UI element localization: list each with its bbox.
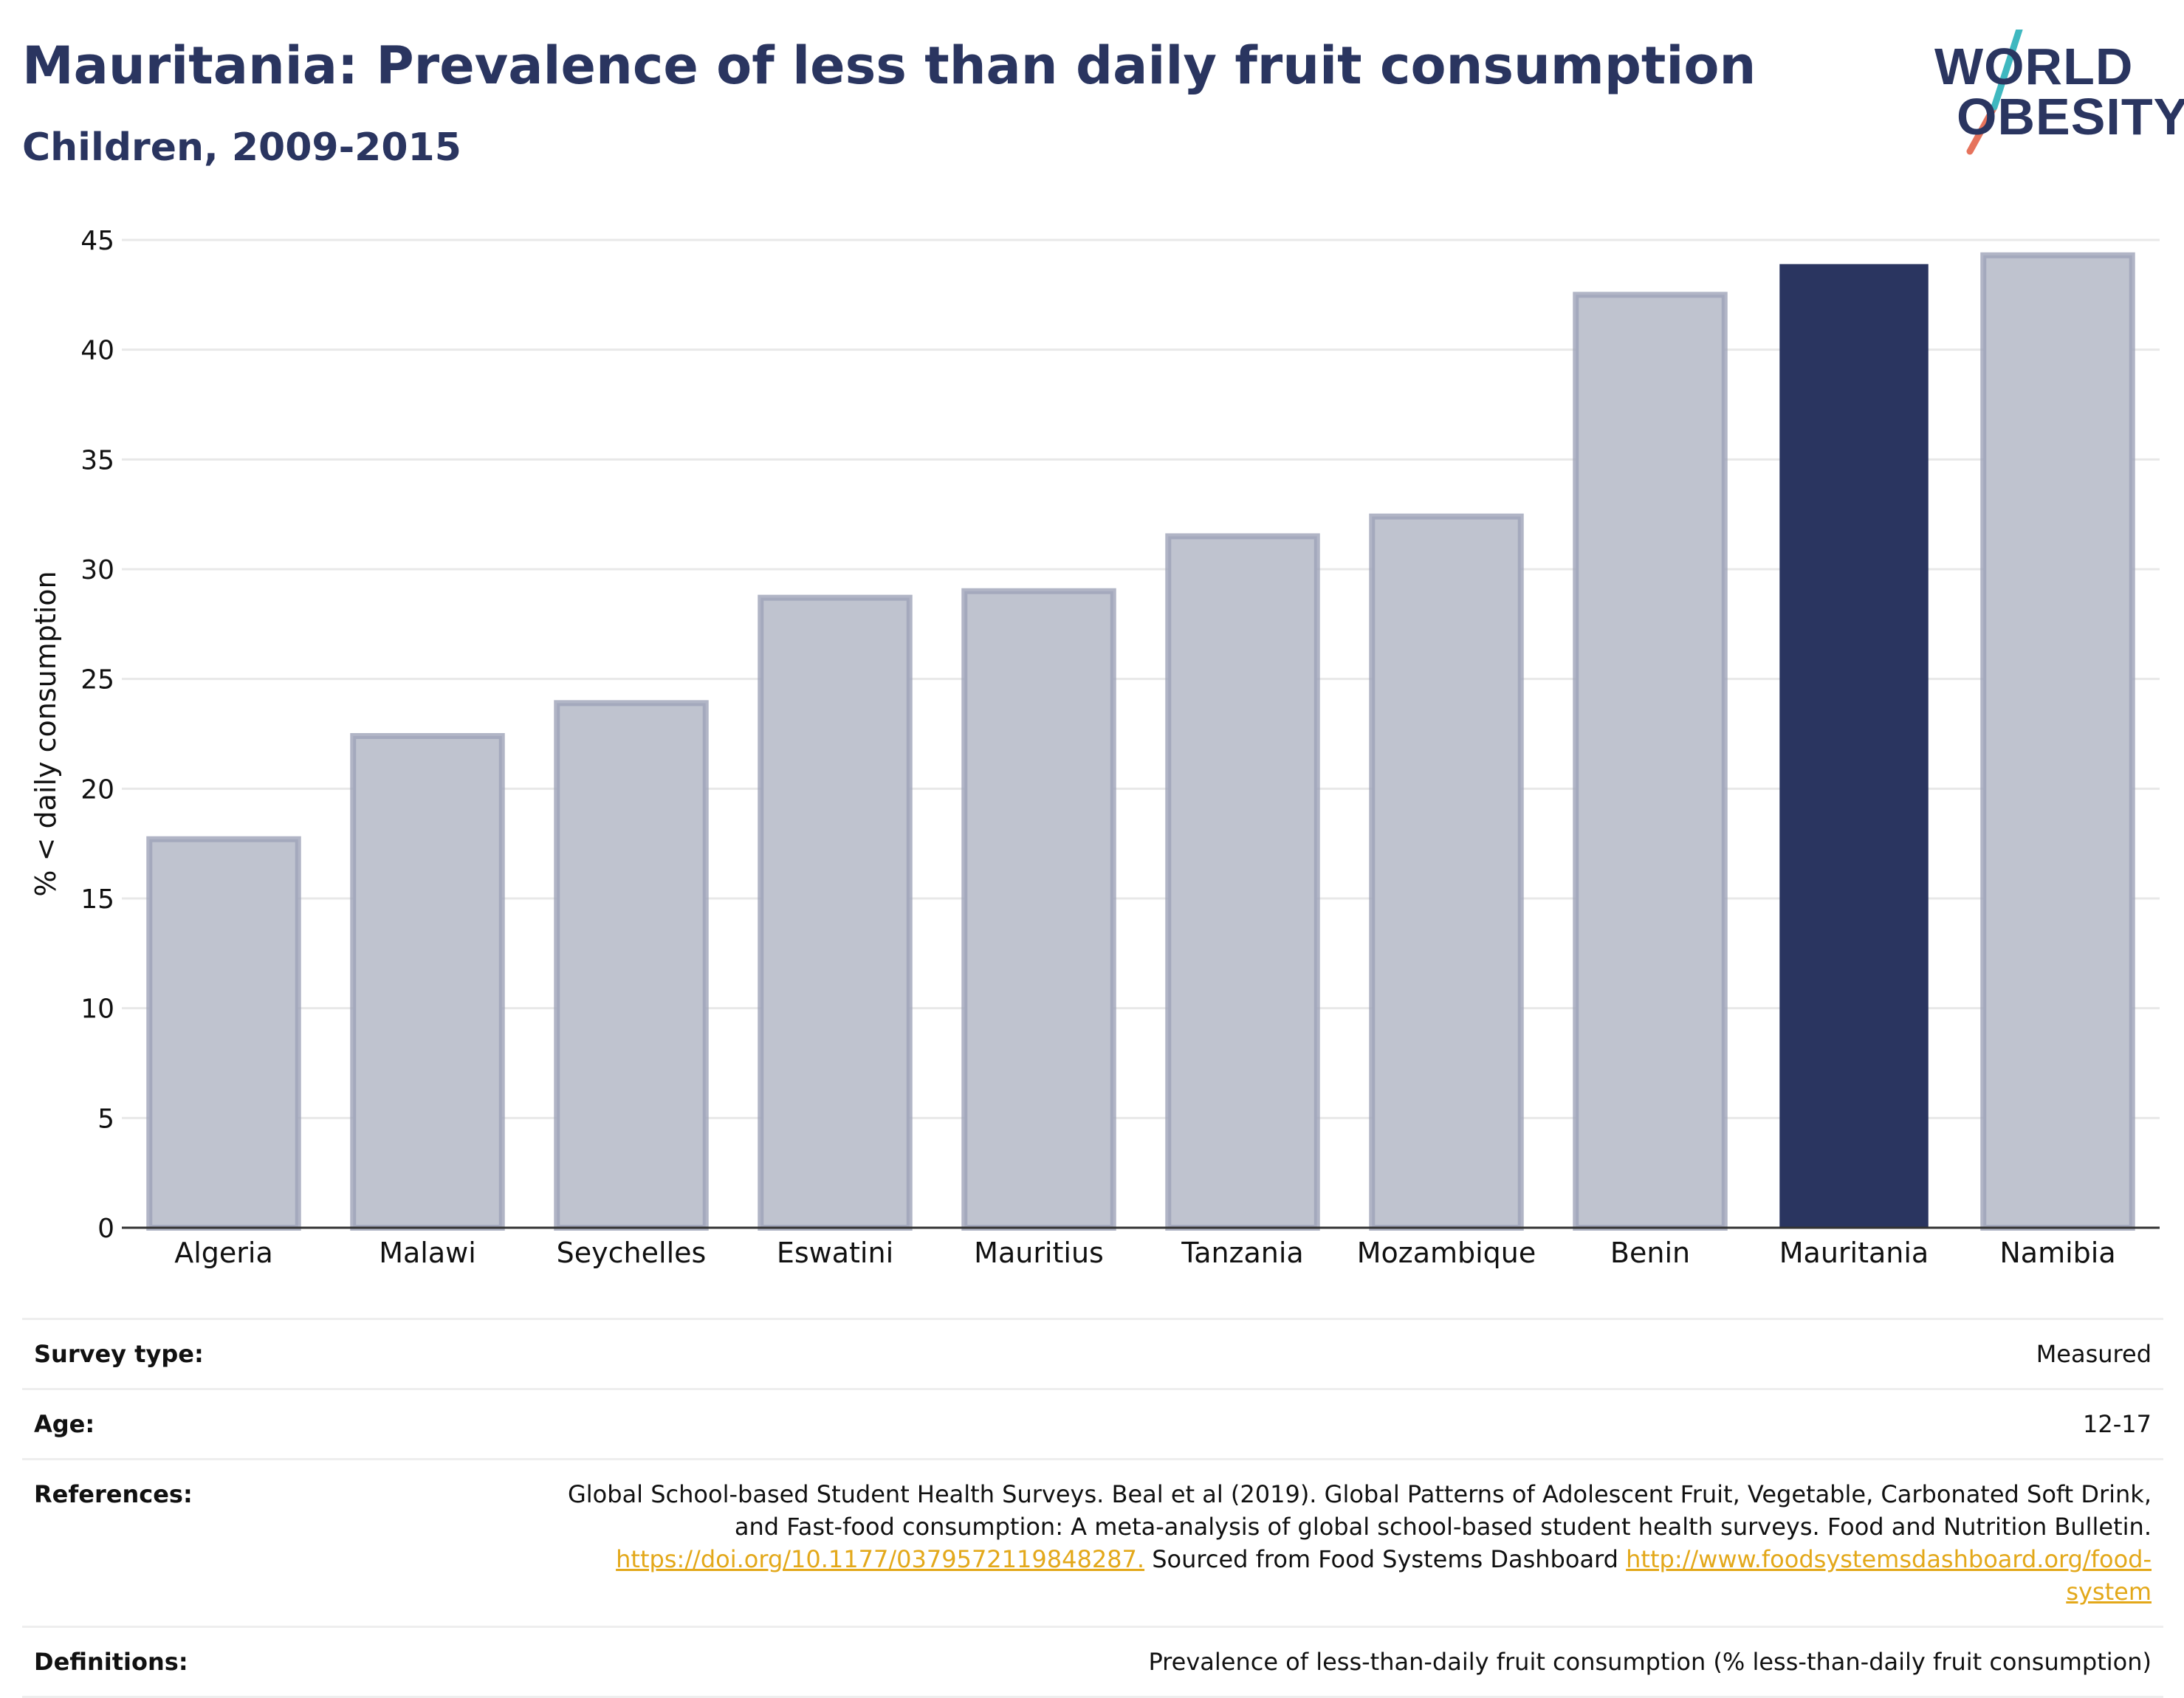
y-axis-label: % < daily consumption <box>30 571 62 896</box>
x-tick-label: Seychelles <box>557 1237 707 1269</box>
x-tick-label: Eswatini <box>777 1237 893 1269</box>
y-tick-label: 5 <box>97 1104 114 1134</box>
bars <box>146 252 2135 1231</box>
references-text: Global School-based Student Health Surve… <box>567 1480 2152 1541</box>
y-tick-label: 20 <box>80 774 114 805</box>
age-label: Age: <box>34 1410 95 1438</box>
y-axis-ticks: 0 5 10 15 20 25 30 35 40 45 <box>80 226 114 1244</box>
meta-row-definitions: Definitions: Prevalence of less-than-dai… <box>22 1626 2163 1698</box>
logo-slash-icon <box>1966 30 2023 155</box>
references-value: Global School-based Student Health Surve… <box>542 1478 2152 1608</box>
meta-row-survey: Survey type: Measured <box>22 1318 2163 1388</box>
bar-seychelles <box>554 700 709 1231</box>
doi-link[interactable]: https://doi.org/10.1177/0379572119848287… <box>616 1545 1145 1573</box>
survey-type-value: Measured <box>2036 1340 2152 1368</box>
bar-namibia <box>1980 252 2135 1231</box>
x-tick-label: Malawi <box>379 1237 476 1269</box>
food-systems-dashboard-link[interactable]: http://www.foodsystemsdashboard.org/food… <box>1626 1545 2152 1606</box>
age-value: 12-17 <box>2083 1410 2152 1438</box>
x-tick-label: Mauritius <box>974 1237 1104 1269</box>
bar-tanzania <box>1165 533 1320 1231</box>
meta-row-references: References: Global School-based Student … <box>22 1458 2163 1626</box>
x-axis-ticks: Algeria Malawi Seychelles Eswatini Mauritius… <box>174 1237 2115 1269</box>
y-tick-label: 0 <box>97 1214 114 1244</box>
bar-mauritius <box>961 588 1116 1231</box>
y-tick-label: 15 <box>80 884 114 915</box>
y-tick-label: 10 <box>80 994 114 1025</box>
y-tick-label: 45 <box>80 226 114 256</box>
x-tick-label: Algeria <box>174 1237 273 1269</box>
x-tick-label: Namibia <box>1999 1237 2115 1269</box>
bar-chart: 0 5 10 15 20 25 30 35 40 45 Algeria Malawi Seychell… <box>30 226 2160 1269</box>
x-tick-label: Benin <box>1610 1237 1690 1269</box>
chart-subtitle: Children, 2009-2015 <box>22 126 461 170</box>
world-obesity-logo: WORLD OBESITY <box>1920 30 2184 162</box>
y-tick-label: 25 <box>80 665 114 695</box>
references-source-text: Sourced from Food Systems Dashboard <box>1152 1545 1618 1573</box>
survey-type-label: Survey type: <box>34 1340 204 1368</box>
bar-mauritania <box>1779 264 1929 1228</box>
references-label: References: <box>34 1480 193 1508</box>
definitions-label: Definitions: <box>34 1648 188 1676</box>
bar-algeria <box>146 836 301 1231</box>
logo-text-world: WORLD <box>1934 38 2134 95</box>
y-tick-label: 30 <box>80 555 114 585</box>
logo-slash-red <box>1966 103 1998 155</box>
y-tick-label: 35 <box>80 445 114 475</box>
bar-mozambique <box>1369 513 1524 1231</box>
bar-benin <box>1573 292 1728 1231</box>
x-tick-label: Tanzania <box>1181 1237 1303 1269</box>
x-tick-label: Mozambique <box>1357 1237 1536 1269</box>
chart-title: Mauritania: Prevalence of less than dail… <box>22 35 1757 96</box>
definitions-value: Prevalence of less-than-daily fruit cons… <box>1148 1648 2152 1676</box>
metadata-table: Survey type: Measured Age: 12-17 Referen… <box>22 1318 2163 1698</box>
meta-row-age: Age: 12-17 <box>22 1388 2163 1458</box>
y-tick-label: 40 <box>80 336 114 366</box>
logo-slash-teal <box>1991 30 2023 111</box>
bar-eswatini <box>758 594 913 1231</box>
x-tick-label: Mauritania <box>1779 1237 1929 1269</box>
bar-malawi <box>350 732 505 1231</box>
logo-text-obesity: OBESITY <box>1957 88 2184 145</box>
